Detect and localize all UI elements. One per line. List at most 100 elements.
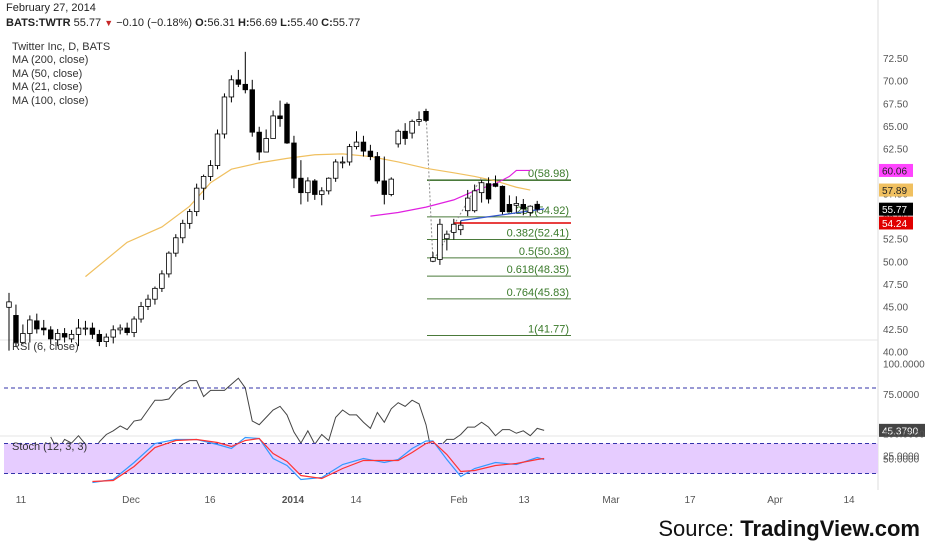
legend-item-ma100[interactable]: MA (100, close) xyxy=(12,94,89,107)
legend-item-ma50[interactable]: MA (50, close) xyxy=(12,67,83,80)
candle-body xyxy=(207,165,214,177)
candle-body xyxy=(492,183,499,187)
price-tick-label: 40.00 xyxy=(883,348,908,359)
candle-body xyxy=(298,177,304,194)
candle-body xyxy=(332,161,339,179)
candle-body xyxy=(13,315,19,343)
rsi-value-label: 45.3790 xyxy=(882,426,919,437)
candle-body xyxy=(534,203,540,210)
symbol-ohlc-bar: BATS:TWTR 55.77 ▼ −0.10 (−0.18%) O:56.31… xyxy=(6,17,360,29)
candle-body xyxy=(48,329,54,340)
close-label: C: xyxy=(321,17,333,29)
candle-body xyxy=(291,142,297,179)
candle-body xyxy=(173,237,179,254)
candle-body xyxy=(305,180,311,194)
price-axis: 72.5070.0067.5065.0062.5060.0057.5055.00… xyxy=(879,54,913,359)
candle-body xyxy=(41,327,47,331)
candle-body xyxy=(284,103,290,144)
candle-body xyxy=(527,205,533,213)
stoch-line xyxy=(92,437,545,483)
source-brand: TradingView.com xyxy=(740,516,920,541)
stoch-band-fill xyxy=(4,443,878,474)
price-tag xyxy=(879,183,913,197)
candle-body xyxy=(20,333,26,343)
candle-body xyxy=(6,301,12,308)
rsi-value-tag xyxy=(879,423,925,437)
candle-body xyxy=(339,161,346,164)
time-tick-label: Apr xyxy=(767,495,783,506)
time-tick-label: 14 xyxy=(843,495,855,506)
candle-body xyxy=(228,79,235,98)
candle-body xyxy=(374,156,381,182)
candle-body xyxy=(506,203,513,213)
candle-body xyxy=(430,257,436,262)
candle-body xyxy=(27,319,33,334)
time-tick-label: 13 xyxy=(518,495,530,506)
high-value: 56.69 xyxy=(249,17,278,29)
time-tick-label: 16 xyxy=(204,495,216,506)
candle-body xyxy=(312,180,318,195)
fib-level-label: 0.5(50.38) xyxy=(519,246,569,258)
rsi-tick-label: 75.0000 xyxy=(883,390,920,401)
time-tick-label: 11 xyxy=(16,495,27,506)
candle-body xyxy=(325,177,332,192)
low-value: 55.40 xyxy=(290,17,319,29)
candle-body xyxy=(270,115,276,139)
candle-body xyxy=(34,320,40,330)
candle-body xyxy=(360,141,367,152)
candle-body xyxy=(520,203,526,210)
price-tag xyxy=(879,163,913,177)
price-tick-label: 62.50 xyxy=(883,144,908,155)
candle-body xyxy=(75,327,82,335)
legend-title[interactable]: Twitter Inc, D, BATS xyxy=(12,41,111,53)
price-tick-label: 72.50 xyxy=(883,54,908,65)
candle-body xyxy=(444,233,450,240)
rsi-line xyxy=(50,377,545,461)
rsi-tick-label: 100.0000 xyxy=(883,360,925,371)
candle-body xyxy=(242,83,248,91)
price-tick-label: 65.00 xyxy=(883,122,908,133)
fib-level-label: 0.382(52.41) xyxy=(507,228,569,240)
candle-body xyxy=(346,146,353,163)
candle-body xyxy=(159,273,165,289)
candle-body xyxy=(103,336,109,343)
candle-body xyxy=(180,222,186,239)
candle-body xyxy=(353,141,360,148)
legend-item-ma200[interactable]: MA (200, close) xyxy=(12,54,89,67)
fibonacci-levels: 0(58.98)0.236(54.92)0.382(52.41)0.5(50.3… xyxy=(427,168,571,337)
candle-body xyxy=(499,185,506,213)
stoch-title: Stoch (12, 3, 3) xyxy=(12,441,87,453)
chart-gridlines xyxy=(0,0,879,490)
time-tick-label: 17 xyxy=(684,495,696,506)
candle-body xyxy=(145,298,151,307)
candle-body xyxy=(437,223,443,260)
time-tick-label: Mar xyxy=(602,495,620,506)
candle-body xyxy=(423,111,429,121)
fib-level-label: 0(58.98) xyxy=(528,168,569,180)
close-value: 55.77 xyxy=(332,17,361,29)
candle-body xyxy=(381,180,387,195)
candle-body xyxy=(68,333,75,340)
candle-body xyxy=(464,197,471,212)
last-price: 55.77 xyxy=(73,17,102,29)
candle-body xyxy=(138,305,144,320)
price-tag-label: 55.77 xyxy=(882,205,907,216)
symbol-name[interactable]: BATS:TWTR xyxy=(6,17,71,29)
candle-body xyxy=(166,252,172,275)
candle-body xyxy=(200,176,207,189)
candle-body xyxy=(124,327,130,333)
stoch-panel: Stoch (12, 3, 3) 100.0000 50.0000 xyxy=(4,430,925,484)
candle-body xyxy=(263,138,269,153)
fib-level-label: 0.764(45.83) xyxy=(507,287,569,299)
legend-item-ma21[interactable]: MA (21, close) xyxy=(12,81,83,94)
candle-body xyxy=(235,79,242,85)
price-tag-label: 60.06 xyxy=(882,166,907,177)
candle-body xyxy=(221,96,228,135)
price-tag-label: 54.24 xyxy=(882,219,907,230)
rsi-title: RSI (6, close) xyxy=(12,341,79,353)
open-label: O: xyxy=(195,17,208,29)
high-label: H: xyxy=(237,17,250,29)
low-label: L: xyxy=(280,17,291,29)
candle-body xyxy=(367,150,374,157)
